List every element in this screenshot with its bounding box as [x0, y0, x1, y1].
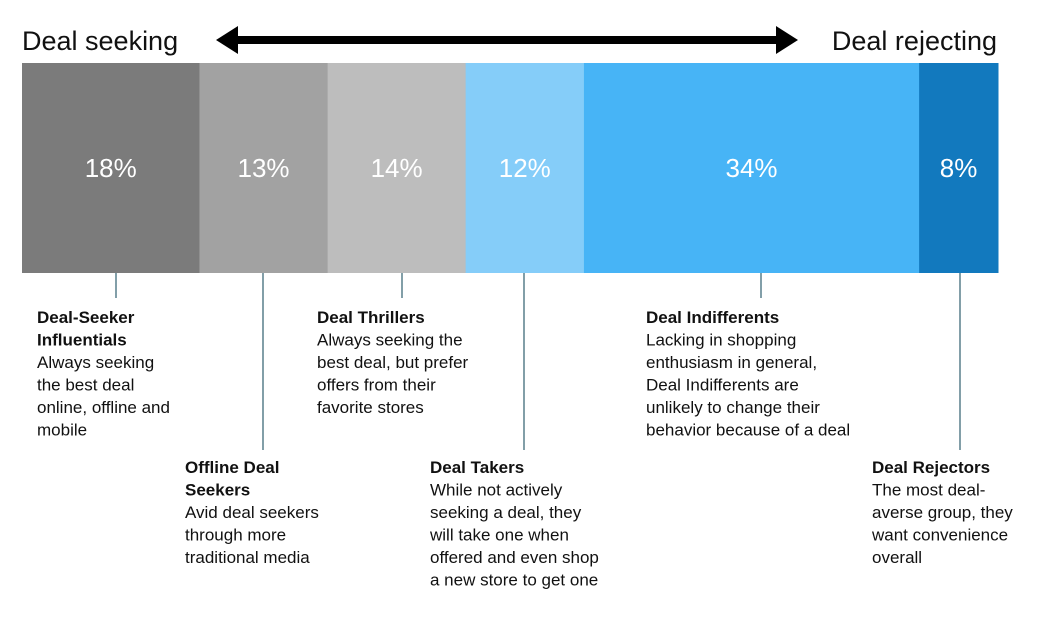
segment-description: a new store to get one	[430, 571, 598, 590]
segment-description: offers from their	[317, 376, 436, 395]
segment-description: behavior because of a deal	[646, 421, 850, 440]
segment-name: Deal Thrillers	[317, 308, 425, 327]
segment-description: through more	[185, 526, 286, 545]
segment-description: favorite stores	[317, 398, 424, 417]
bar-segment-deal-indifferents	[583, 63, 920, 273]
annotation-deal-thrillers: Deal Thrillers Always seeking the best dea…	[317, 308, 469, 417]
annotation-deal-seeker-influentials: Deal-Seeker Influentials Always seeking the…	[37, 308, 170, 440]
segment-description: offered and even shop	[430, 548, 599, 567]
double-arrow-icon	[216, 26, 798, 54]
annotation-deal-indifferents: Deal Indifferents Lacking in shopping enth…	[646, 308, 850, 440]
bar-segment-deal-seeker-influentials	[22, 63, 200, 273]
segment-description: online, offline and	[37, 398, 170, 417]
annotation-deal-takers: Deal Takers While not actively seeking a d…	[429, 458, 599, 590]
leader-lines	[115, 273, 961, 450]
segment-description: Avid deal seekers	[185, 503, 319, 522]
segment-description: Lacking in shopping	[646, 331, 796, 350]
segment-description: The most deal-	[872, 481, 985, 500]
segment-name: Seekers	[185, 481, 250, 500]
value-label-offline-deal-seekers: 13%	[238, 153, 290, 183]
segment-name: Offline Deal	[185, 458, 279, 477]
segment-name: Deal Indifferents	[646, 308, 779, 327]
segment-description: the best deal	[37, 376, 134, 395]
segment-name: Influentials	[37, 331, 127, 350]
segment-description: Deal Indifferents are	[646, 376, 799, 395]
segment-description: want convenience	[871, 526, 1008, 545]
segment-description: will take one when	[429, 526, 569, 545]
deal-seeking-label: Deal seeking	[22, 26, 178, 56]
segment-name: Deal Rejectors	[872, 458, 990, 477]
segment-description: While not actively	[430, 481, 563, 500]
deal-rejecting-label: Deal rejecting	[832, 26, 997, 56]
bar-segment-deal-thrillers	[327, 63, 467, 273]
segment-description: seeking a deal, they	[430, 503, 582, 522]
segment-name: Deal Takers	[430, 458, 524, 477]
value-label-deal-rejectors: 8%	[940, 153, 978, 183]
annotation-offline-deal-seekers: Offline Deal Seekers Avid deal seekers thro…	[185, 458, 319, 567]
segment-description: averse group, they	[872, 503, 1013, 522]
value-label-deal-indifferents: 34%	[726, 153, 778, 183]
value-label-deal-thrillers: 14%	[371, 153, 423, 183]
segment-description: enthusiasm in general,	[646, 353, 817, 372]
value-label-deal-takers: 12%	[499, 153, 551, 183]
segment-description: traditional media	[185, 548, 310, 567]
segment-description: best deal, but prefer	[317, 353, 469, 372]
segment-description: mobile	[37, 421, 87, 440]
segment-description: overall	[872, 548, 922, 567]
bar-segment-deal-rejectors	[919, 63, 999, 273]
stacked-bar: 18% 13% 14% 12% 34% 8%	[22, 63, 999, 273]
segment-description: Always seeking the	[317, 331, 463, 350]
segment-description: unlikely to change their	[646, 398, 820, 417]
bar-segment-deal-takers	[465, 63, 585, 273]
segment-annotations: Deal-Seeker Influentials Always seeking the…	[37, 308, 1013, 590]
annotation-deal-rejectors: Deal Rejectors The most deal-averse group…	[871, 458, 1013, 567]
segment-description: Always seeking	[37, 353, 154, 372]
bar-segment-offline-deal-seekers	[199, 63, 329, 273]
segment-name: Deal-Seeker	[37, 308, 135, 327]
value-label-deal-seeker-influentials: 18%	[85, 153, 137, 183]
